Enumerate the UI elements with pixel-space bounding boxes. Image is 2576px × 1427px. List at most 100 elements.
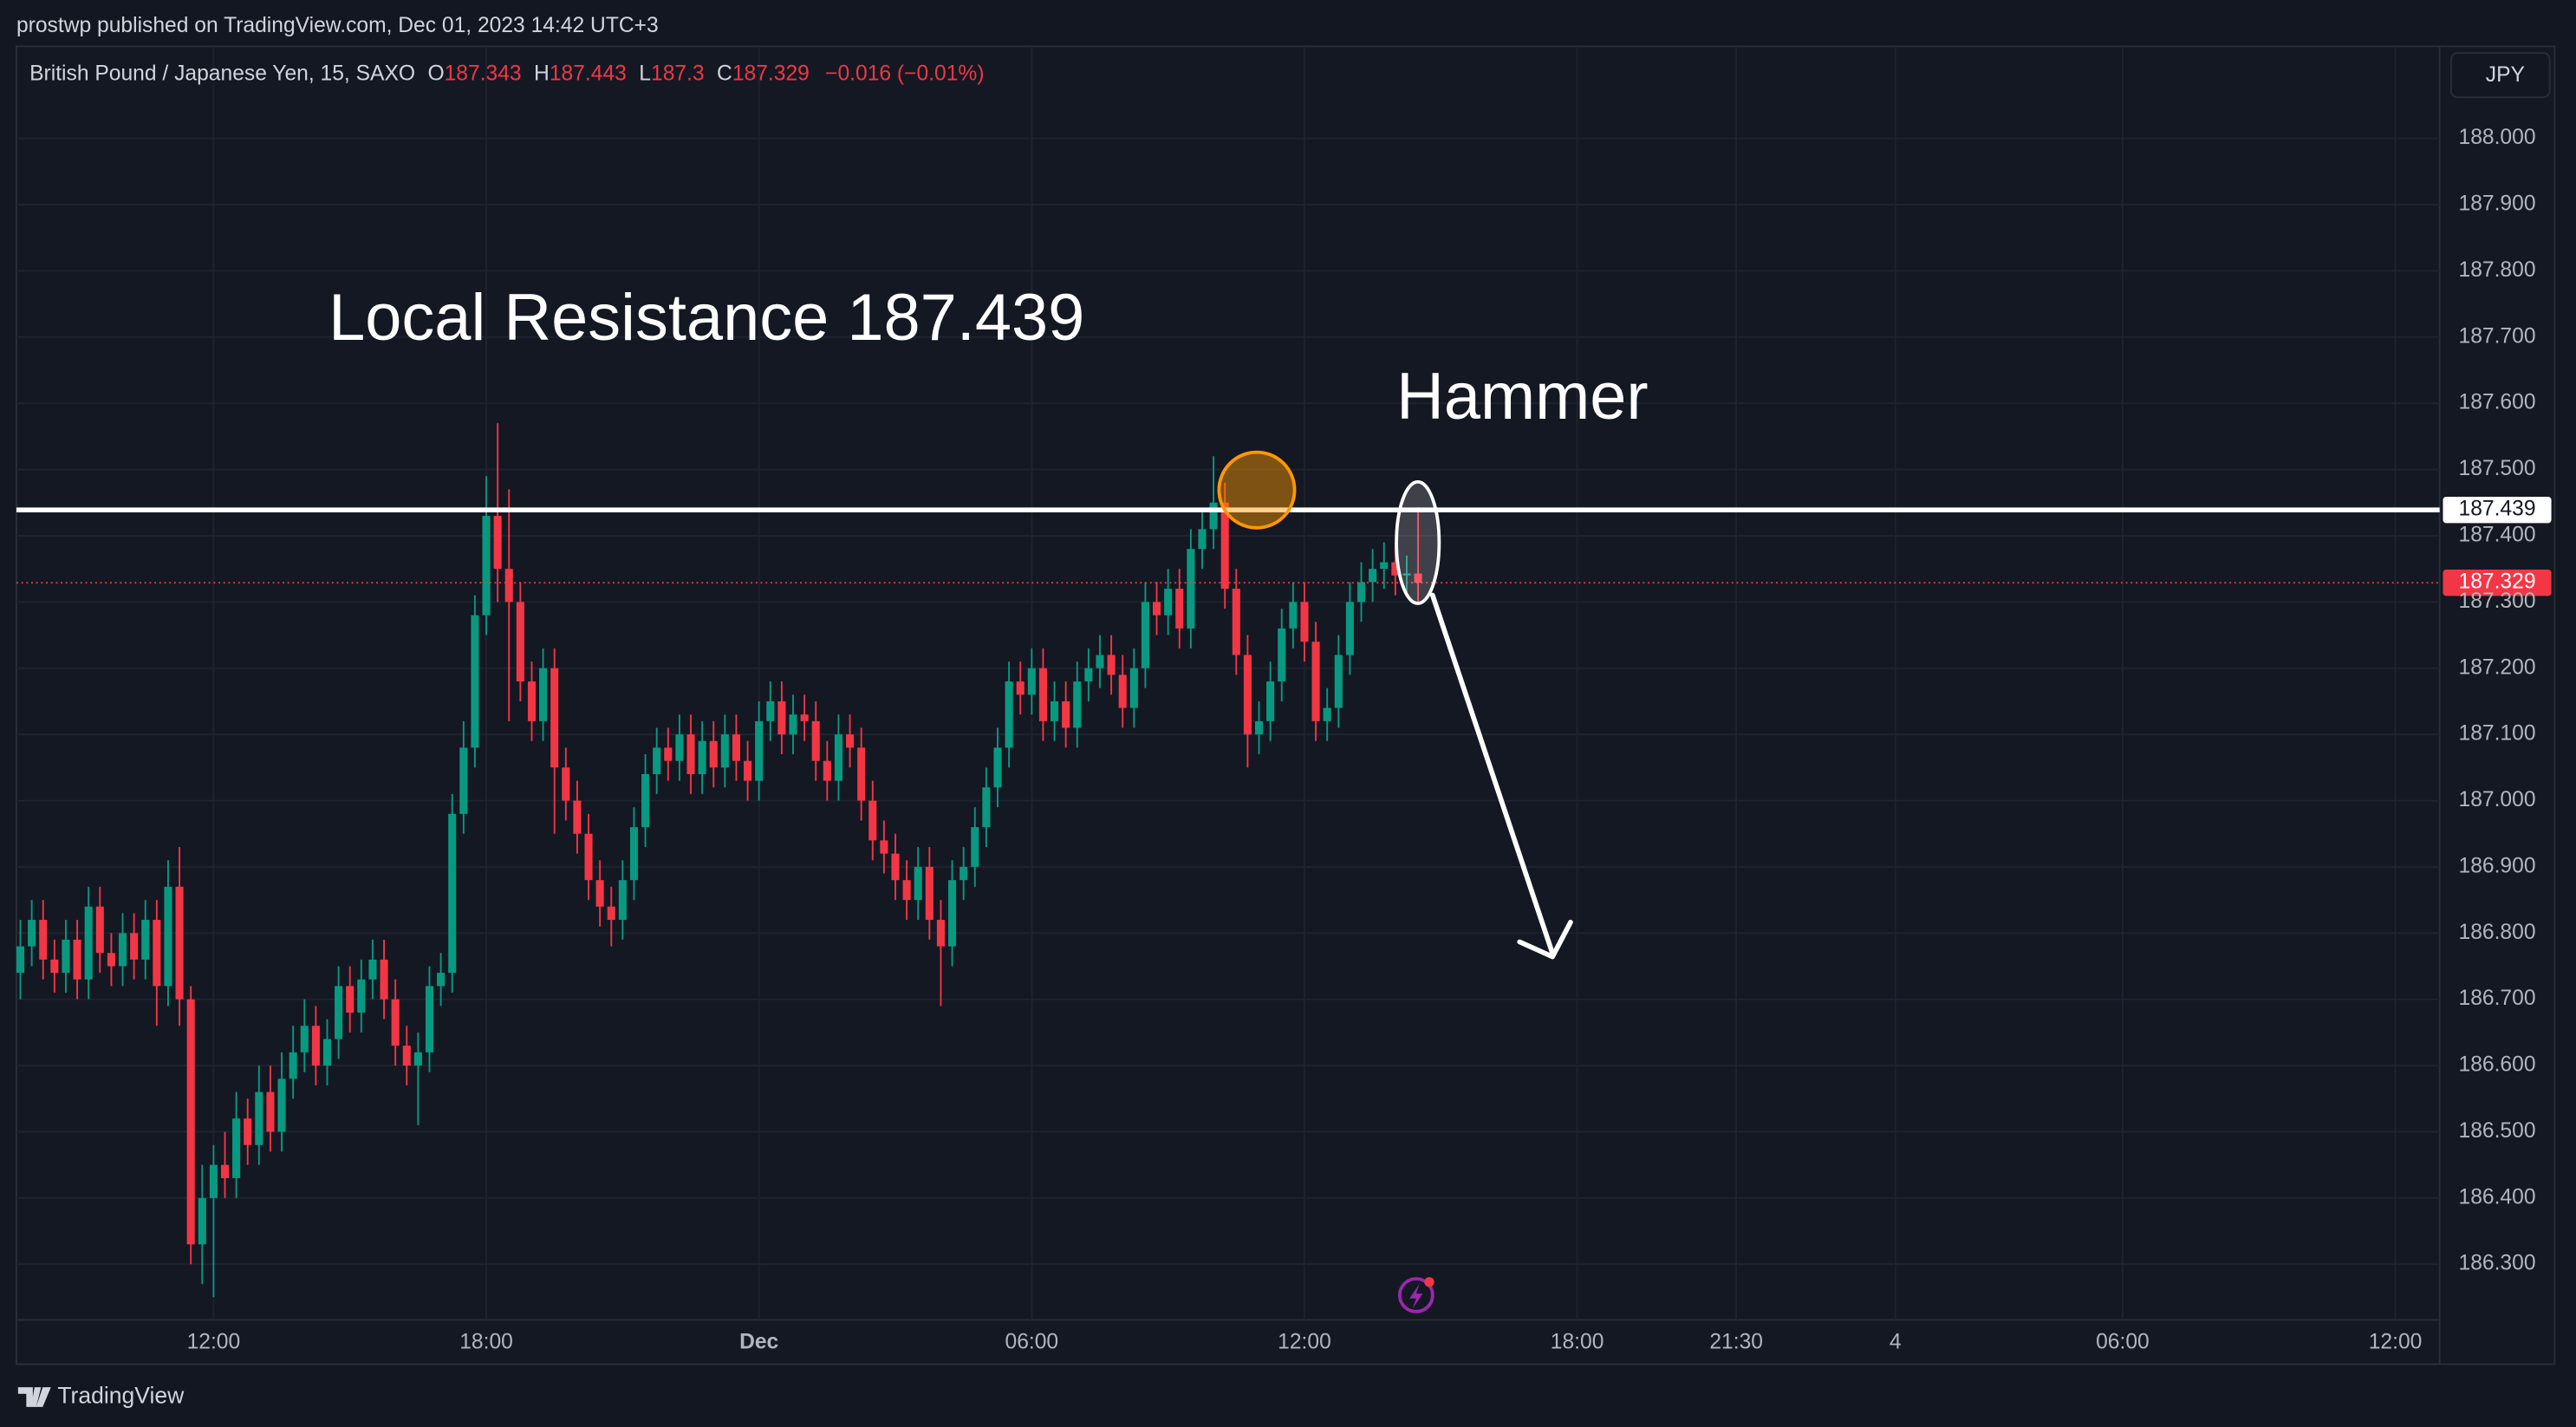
resistance-annotation: Local Resistance 187.439 xyxy=(329,281,1084,355)
brand: TradingView xyxy=(57,1383,185,1409)
candle-body xyxy=(413,1052,422,1066)
candle-body xyxy=(504,569,513,603)
candle-body xyxy=(357,979,366,1013)
candle-body xyxy=(209,1164,218,1198)
y-tick-label: 187.300 xyxy=(2459,590,2536,613)
candle-body xyxy=(39,920,48,960)
x-tick-label: 12:00 xyxy=(187,1330,241,1353)
candle-body xyxy=(95,906,104,954)
candle-body xyxy=(402,1046,411,1066)
candle-body xyxy=(1027,668,1036,695)
x-tick-label: 21:30 xyxy=(1709,1330,1763,1353)
candle-body xyxy=(1005,681,1013,748)
candle-body xyxy=(1334,655,1343,708)
candle-body xyxy=(448,813,457,974)
candle-body xyxy=(1323,707,1331,721)
candle-body xyxy=(1164,589,1173,616)
candle-body xyxy=(244,1118,252,1145)
candle-body xyxy=(322,1039,332,1066)
candle-body xyxy=(1254,720,1264,735)
resistance-label: 187.439 xyxy=(2459,498,2536,521)
candle-body xyxy=(380,959,388,1000)
hammer-annotation: Hammer xyxy=(1396,360,1649,433)
chart-frame xyxy=(16,45,2556,1365)
y-tick-label: 186.500 xyxy=(2459,1119,2536,1143)
candle-body xyxy=(368,959,377,980)
candle-body xyxy=(1118,674,1127,708)
x-tick-label: 4 xyxy=(1890,1330,1902,1353)
candle-body xyxy=(198,1197,206,1245)
candle-body xyxy=(993,747,1002,788)
candle-body xyxy=(1129,668,1138,708)
candle-body xyxy=(607,906,615,921)
currency[interactable]: JPY xyxy=(2486,63,2525,87)
candle-body xyxy=(153,920,161,987)
candle-body xyxy=(629,827,639,881)
candle-body xyxy=(744,760,752,781)
candle-body xyxy=(482,516,491,616)
y-tick-label: 187.100 xyxy=(2459,722,2536,746)
candles xyxy=(16,423,1422,1298)
ohlc-value: 187.443 xyxy=(550,62,627,85)
candle-body xyxy=(289,1052,297,1079)
ohlc-label: H xyxy=(534,62,550,85)
candle-body xyxy=(755,720,764,781)
last-price-tag xyxy=(2443,570,2552,596)
candle-body xyxy=(1096,655,1104,668)
candle-body xyxy=(1243,655,1252,735)
candle-body xyxy=(437,973,446,987)
candle-body xyxy=(1278,628,1286,682)
candle-body xyxy=(982,787,991,828)
candle-body xyxy=(846,734,855,748)
replay-icon[interactable] xyxy=(1397,1277,1434,1313)
ohlc-value: 187.343 xyxy=(445,62,522,85)
candle-body xyxy=(868,800,877,841)
candle-body xyxy=(1266,681,1275,721)
last-price-label: 187.329 xyxy=(2459,570,2536,594)
candle-body xyxy=(1084,668,1093,682)
footer: TradingView xyxy=(17,1383,185,1409)
forecast-arrow xyxy=(1429,592,1573,960)
candle-body xyxy=(391,999,400,1046)
y-tick-label: 186.700 xyxy=(2459,987,2536,1010)
candle-body xyxy=(1141,602,1149,668)
candle-body xyxy=(527,681,537,721)
y-tick-label: 187.800 xyxy=(2459,258,2536,282)
change: −0.016 (−0.01%) xyxy=(825,62,984,85)
currency-button[interactable] xyxy=(2450,52,2551,99)
candle-body xyxy=(777,700,786,735)
candle-body xyxy=(1038,668,1047,721)
candle-body xyxy=(1062,700,1070,728)
candle-body xyxy=(1209,502,1218,530)
y-tick-label: 186.300 xyxy=(2459,1252,2536,1275)
icon-bolt[interactable] xyxy=(1409,1283,1423,1309)
candle-body xyxy=(1402,573,1411,576)
candle-body xyxy=(823,760,831,781)
candle-body xyxy=(50,959,59,974)
candle-body xyxy=(698,740,706,774)
candle-body xyxy=(16,946,25,974)
y-tick-label: 186.800 xyxy=(2459,921,2536,944)
candle-body xyxy=(266,1091,275,1132)
candle-body xyxy=(959,866,968,881)
icon-ring[interactable] xyxy=(1397,1277,1434,1313)
icon-dot[interactable] xyxy=(1424,1277,1434,1287)
y-tick-label: 187.400 xyxy=(2459,523,2536,546)
candle-body xyxy=(653,747,661,774)
candle-body xyxy=(686,734,695,774)
ohlc-label: L xyxy=(639,62,651,85)
candle-body xyxy=(164,886,172,987)
candle-body xyxy=(1391,562,1400,576)
candle-body xyxy=(300,1026,309,1052)
candle-body xyxy=(459,747,468,814)
candle-body xyxy=(675,734,684,761)
candle-body xyxy=(720,734,729,768)
candle-body xyxy=(516,602,524,682)
candle-body xyxy=(130,933,139,960)
candle-body xyxy=(573,800,582,834)
candle-body xyxy=(425,986,434,1052)
y-tick-label: 187.500 xyxy=(2459,457,2536,480)
candle-body xyxy=(1073,681,1082,728)
candle-body xyxy=(1414,573,1422,583)
